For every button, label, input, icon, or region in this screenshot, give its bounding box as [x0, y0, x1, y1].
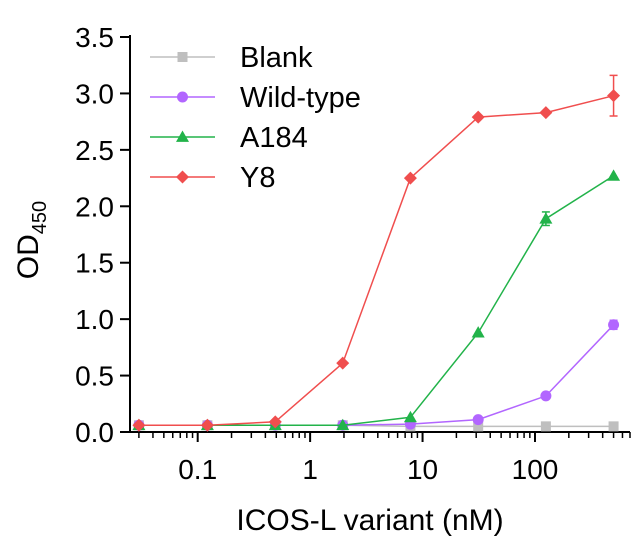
data-point — [471, 110, 485, 124]
legend-label: A184 — [240, 122, 308, 154]
data-point — [472, 414, 484, 426]
legend: Blank Wild-type A184 Y8 — [150, 42, 361, 194]
series-y8 — [132, 74, 621, 432]
series-line — [138, 94, 614, 426]
x-tick-label: 10 — [407, 454, 438, 485]
x-axis-title: ICOS-L variant (nM) — [236, 504, 503, 537]
data-point — [403, 171, 417, 185]
y-tick-label: 1.5 — [75, 248, 114, 279]
y-axis-title-main: OD — [12, 234, 45, 279]
legend-marker — [177, 52, 188, 62]
data-point — [608, 421, 619, 432]
data-point — [200, 418, 214, 432]
legend-marker — [176, 130, 189, 142]
series-line — [138, 175, 615, 426]
legend-item: Blank — [150, 42, 313, 74]
data-point — [336, 418, 350, 431]
series-line — [138, 324, 615, 426]
data-point — [539, 106, 553, 120]
data-point — [403, 410, 417, 423]
y-tick-label: 3.5 — [75, 22, 114, 53]
y-tick-label: 2.0 — [75, 191, 114, 222]
legend-marker — [177, 91, 188, 103]
data-point — [539, 212, 553, 224]
data-point — [473, 421, 484, 432]
legend-marker — [176, 170, 189, 184]
legend-item: A184 — [150, 122, 308, 154]
legend-label: Blank — [240, 42, 313, 74]
legend-item: Wild-type — [150, 82, 361, 114]
series-wild-type — [133, 319, 620, 431]
y-axis-title-subscript: 450 — [29, 201, 51, 234]
x-tick-label: 0.1 — [178, 454, 217, 485]
data-point — [608, 319, 620, 331]
x-tick-label: 100 — [512, 454, 559, 485]
series-layer — [132, 74, 621, 432]
y-tick-label: 1.0 — [75, 304, 114, 335]
data-point — [471, 326, 485, 338]
data-point — [540, 390, 552, 402]
y-tick-label: 0.0 — [75, 417, 114, 448]
y-tick-label: 2.5 — [75, 135, 114, 166]
data-point — [336, 356, 350, 370]
legend-item: Y8 — [150, 162, 275, 194]
legend-label: Wild-type — [240, 82, 361, 114]
axes: 0.0 0.5 1.0 1.5 2.0 2.5 3.0 3.5 0.1 1 10 100 — [75, 22, 631, 485]
data-point — [268, 415, 282, 429]
y-tick-label: 3.0 — [75, 78, 114, 109]
legend-label: Y8 — [240, 162, 275, 194]
data-point — [607, 89, 621, 103]
data-point — [132, 418, 146, 432]
y-tick-label: 0.5 — [75, 361, 114, 392]
y-axis-title: OD450 — [12, 201, 51, 279]
x-tick-label: 1 — [302, 454, 318, 485]
data-point — [607, 169, 621, 181]
data-point — [540, 421, 551, 432]
